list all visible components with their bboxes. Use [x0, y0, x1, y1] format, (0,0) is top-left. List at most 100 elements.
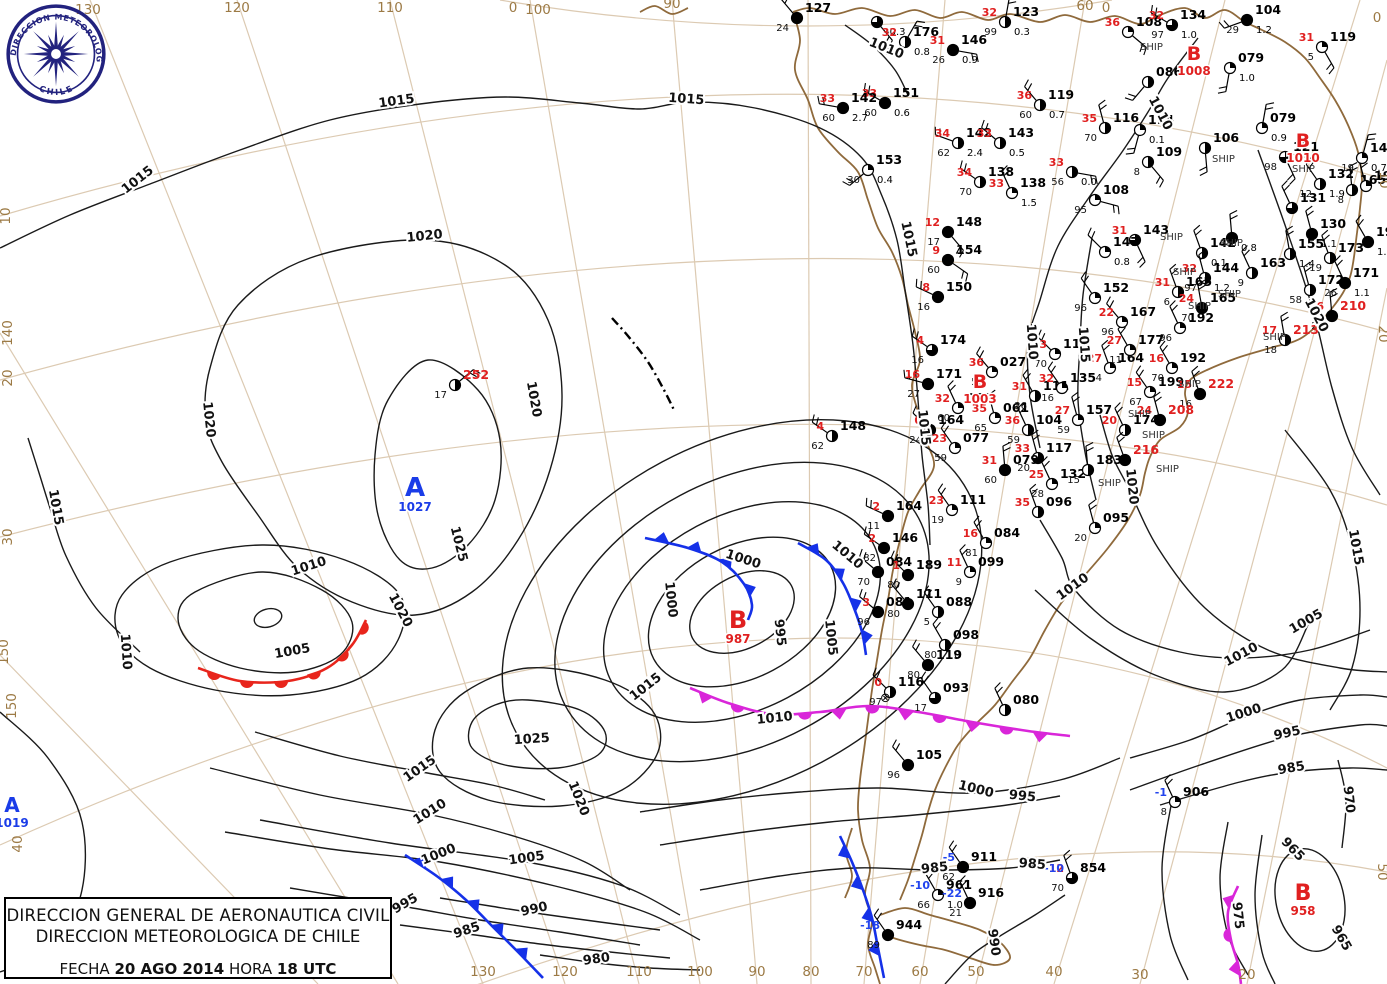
map-layer-isobars — [0, 24, 1387, 984]
grid-coordinate-label: 90 — [748, 964, 765, 980]
svg-text:22: 22 — [1099, 306, 1114, 319]
grid-coordinate-label: 140 — [0, 320, 16, 346]
svg-text:A: A — [4, 793, 20, 817]
svg-text:127: 127 — [805, 0, 831, 15]
station-plot: 105 96 — [887, 739, 942, 781]
svg-text:36: 36 — [1017, 89, 1033, 102]
svg-text:108: 108 — [1136, 14, 1162, 29]
isobar-label: 1015 — [119, 163, 157, 197]
svg-text:70: 70 — [1181, 313, 1194, 324]
svg-text:17: 17 — [434, 390, 447, 401]
svg-text:192: 192 — [1188, 310, 1214, 325]
svg-text:62: 62 — [937, 148, 950, 159]
svg-text:98: 98 — [1264, 162, 1277, 173]
svg-text:1008: 1008 — [1177, 64, 1210, 78]
station-plot: 208 24 — [1137, 391, 1194, 427]
svg-text:080: 080 — [1013, 692, 1039, 707]
station-plot: 152 96 — [1074, 271, 1129, 314]
svg-text:60: 60 — [822, 113, 835, 124]
svg-text:60: 60 — [984, 475, 997, 486]
svg-text:A: A — [405, 473, 425, 503]
grid-coordinate-label: 0 — [509, 0, 518, 16]
isobar-label: 1015 — [897, 220, 919, 259]
svg-text:0.8: 0.8 — [1241, 243, 1257, 254]
station-plot: 106 — [1198, 130, 1239, 176]
svg-text:123: 123 — [1013, 4, 1039, 19]
svg-text:15: 15 — [1127, 376, 1142, 389]
map-layer-coastline — [639, 5, 1363, 984]
svg-text:31: 31 — [1112, 224, 1127, 237]
isobar-label: 1015 — [1345, 528, 1366, 566]
station-plot: 151 33 0.6 60 — [862, 83, 919, 119]
svg-text:154: 154 — [956, 242, 982, 257]
svg-text:B: B — [1296, 130, 1310, 152]
svg-text:B: B — [973, 371, 987, 393]
svg-text:143: 143 — [1143, 222, 1169, 237]
svg-text:60: 60 — [864, 108, 877, 119]
svg-text:-1: -1 — [1155, 786, 1167, 799]
svg-text:105: 105 — [916, 747, 942, 762]
grid-coordinate-label: 60 — [911, 964, 928, 980]
svg-text:958: 958 — [1290, 904, 1315, 918]
svg-text:60: 60 — [884, 47, 897, 58]
svg-text:0.1: 0.1 — [1211, 258, 1227, 269]
front-triangle-icon — [763, 711, 779, 724]
agency-line-1: DIRECCION GENERAL DE AERONAUTICA CIVIL — [6, 906, 390, 925]
station-symbol: ⊗ — [880, 691, 891, 706]
svg-text:131: 131 — [1300, 190, 1326, 205]
svg-text:96: 96 — [887, 770, 900, 781]
svg-text:1.1: 1.1 — [1354, 288, 1370, 299]
station-plot: 173 19 — [1309, 229, 1364, 274]
svg-text:8: 8 — [922, 281, 930, 294]
svg-text:0.1: 0.1 — [1149, 135, 1165, 146]
front-triangle-icon — [1032, 731, 1049, 743]
grid-coordinate-label: 0 — [1102, 0, 1111, 16]
grid-coordinate-label: 70 — [855, 964, 872, 980]
svg-text:23: 23 — [932, 432, 947, 445]
svg-text:0: 0 — [874, 676, 882, 689]
station-plot: 199 15 67 — [1127, 365, 1184, 408]
svg-text:-0.3: -0.3 — [886, 27, 906, 38]
isobar-label: 1020 — [1122, 468, 1141, 506]
svg-text:086: 086 — [1156, 64, 1182, 79]
svg-text:106: 106 — [1213, 130, 1239, 145]
front-triangle-icon — [743, 583, 756, 598]
svg-text:104: 104 — [1036, 412, 1062, 427]
svg-text:70: 70 — [959, 187, 972, 198]
svg-text:96: 96 — [1159, 333, 1172, 344]
agency-line-2: DIRECCION METEOROLOGICA DE CHILE — [35, 927, 361, 946]
svg-text:66: 66 — [917, 900, 930, 911]
svg-text:82: 82 — [863, 553, 876, 564]
front-semicircle-icon — [865, 705, 880, 714]
station-plot: 143 33 0.5 — [977, 119, 1034, 159]
svg-text:0.7: 0.7 — [1049, 110, 1065, 121]
svg-text:24: 24 — [909, 435, 922, 446]
svg-text:21: 21 — [949, 908, 962, 919]
svg-text:20: 20 — [1074, 533, 1087, 544]
svg-text:34: 34 — [957, 166, 973, 179]
svg-text:151: 151 — [893, 85, 919, 100]
svg-text:116: 116 — [898, 674, 924, 689]
station-plot: 210 16 24 — [1309, 288, 1366, 332]
station-plot: 165 24 70 — [1179, 279, 1236, 324]
svg-text:5: 5 — [1308, 52, 1314, 63]
svg-text:67: 67 — [1129, 397, 1142, 408]
svg-text:165: 165 — [1210, 290, 1236, 305]
isobar-label: 1015 — [401, 753, 439, 786]
station-plot: 116 0 97 — [869, 667, 924, 708]
isobar-label: 1015 — [378, 92, 416, 112]
station-plot: 114 0.1 — [1125, 112, 1174, 155]
svg-text:0.5: 0.5 — [1009, 148, 1025, 159]
isobar-label: 1005 — [508, 849, 546, 869]
front-semicircle-icon — [274, 681, 289, 689]
svg-text:0.0: 0.0 — [1081, 177, 1097, 188]
isobar-label: 1020 — [406, 227, 444, 246]
isobar-label: 985 — [920, 860, 949, 878]
ship-label: SHIP — [1178, 379, 1201, 390]
svg-text:1010: 1010 — [1286, 151, 1319, 165]
svg-text:4: 4 — [916, 334, 924, 347]
station-plot: 146 31 0.9 26 — [930, 32, 988, 66]
